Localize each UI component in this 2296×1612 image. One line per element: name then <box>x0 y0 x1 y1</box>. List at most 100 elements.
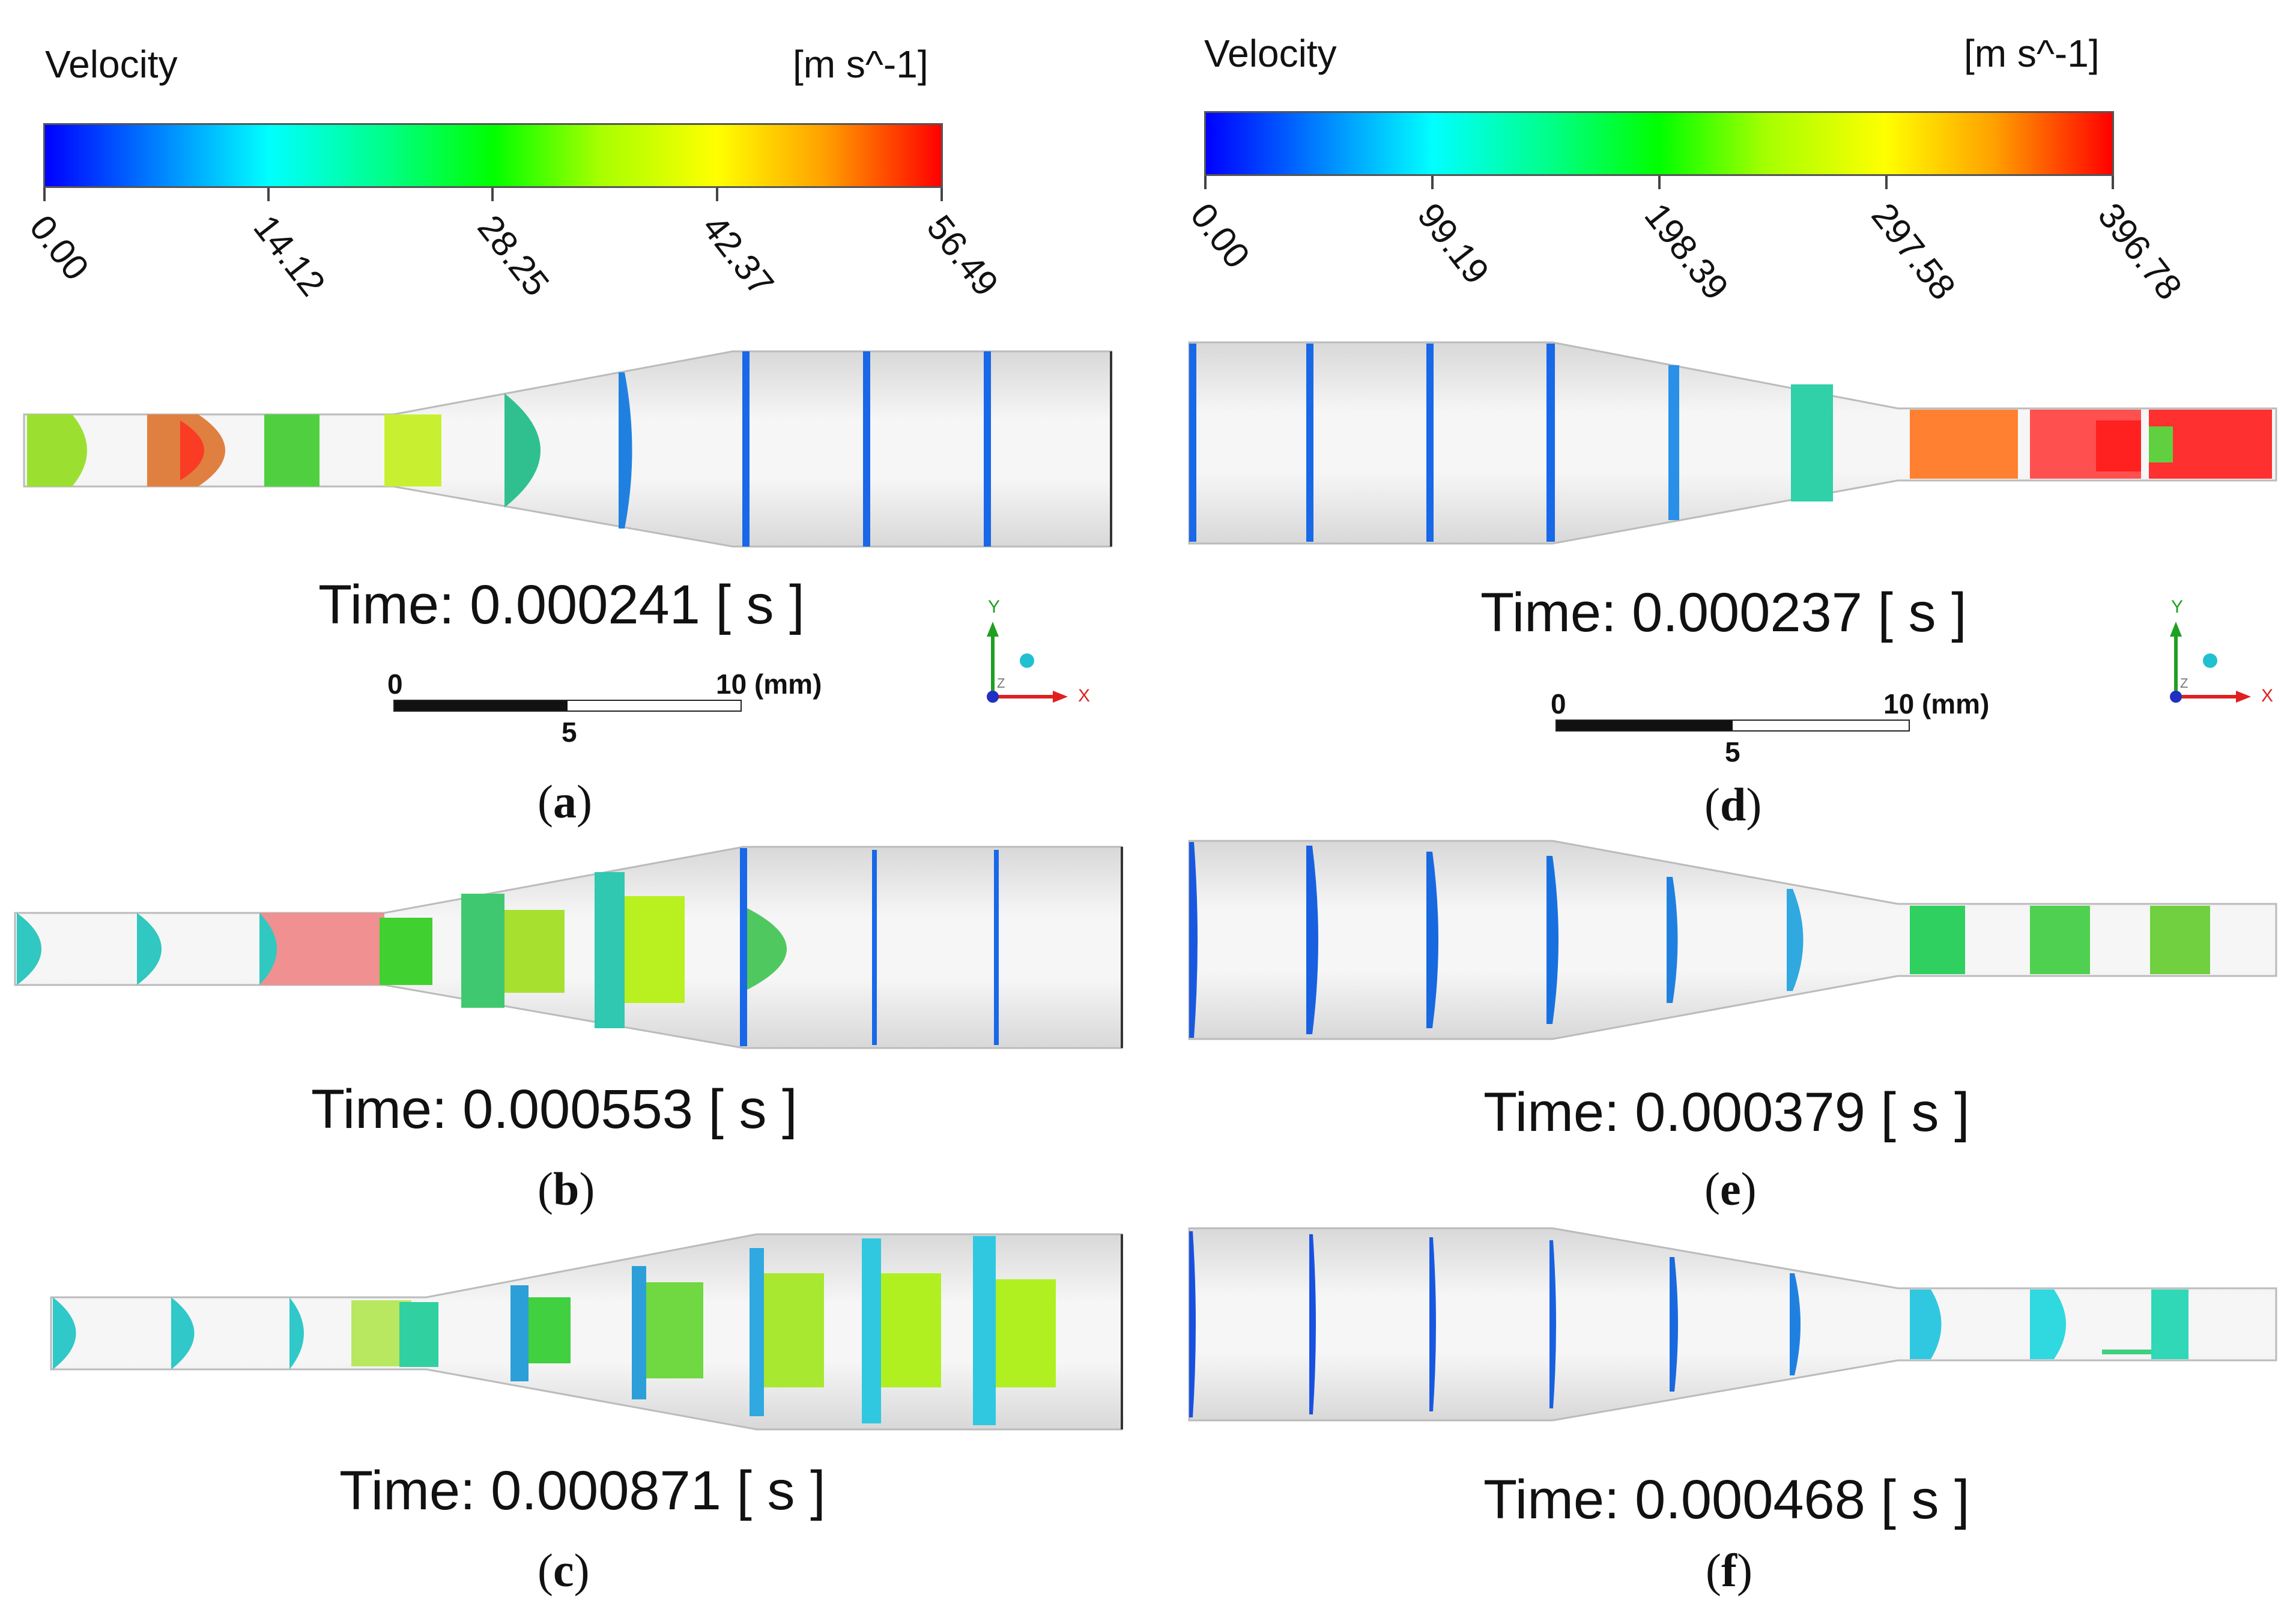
caption-close: ) <box>1740 1163 1757 1215</box>
scalebar-right <box>1555 720 1910 732</box>
scalebar-left-mid: 5 <box>562 717 577 748</box>
velocity-profile <box>862 1238 881 1423</box>
scalebar-right-zero: 0 <box>1551 688 1566 720</box>
velocity-profile <box>863 351 870 547</box>
velocity-profile <box>27 414 87 486</box>
velocity-profile <box>1787 889 1804 991</box>
panel-a-time-label: Time: 0.000241 [ s ] <box>318 574 805 635</box>
caption-letter: a <box>553 775 577 828</box>
caption-letter: f <box>1721 1544 1737 1596</box>
panel-b-flow-diagram <box>14 846 1123 1049</box>
caption-open: ( <box>538 1544 553 1596</box>
velocity-profile <box>1791 384 1833 501</box>
legend-right-title: Velocity <box>1204 32 1337 75</box>
legend-right-tick-label: 198.39 <box>1637 195 1737 308</box>
pipe-geometry <box>1188 341 2277 545</box>
velocity-profile <box>1668 365 1679 520</box>
velocity-profile <box>595 872 625 1028</box>
velocity-profile <box>2030 906 2090 974</box>
axis-y-label: Y <box>2171 597 2183 617</box>
velocity-profile <box>399 1302 438 1367</box>
velocity-profile <box>1429 1237 1436 1411</box>
legend-left-unit: [m s^-1] <box>793 43 928 86</box>
axis-x-label: X <box>2261 686 2273 706</box>
scalebar-right-end: 10 (mm) <box>1883 688 1990 720</box>
legend-left-colorbar <box>43 123 943 188</box>
pipe-geometry <box>14 846 1123 1049</box>
caption-letter: b <box>553 1163 580 1215</box>
velocity-profile <box>529 1297 571 1363</box>
caption-close: ) <box>1746 778 1762 831</box>
scalebar-right-mid: 5 <box>1725 736 1740 768</box>
velocity-profile <box>1426 344 1434 542</box>
panel-c-time-label: Time: 0.000871 [ s ] <box>339 1460 826 1521</box>
velocity-profile <box>510 1285 529 1381</box>
legend-right-tick-label: 396.78 <box>2090 195 2190 308</box>
axis-z-label: Z <box>2180 676 2188 691</box>
panel-e-flow-diagram <box>1188 840 2277 1040</box>
velocity-profile <box>750 1248 764 1416</box>
velocity-profile <box>1910 1289 1942 1359</box>
velocity-profile <box>2150 906 2210 974</box>
caption-letter: c <box>553 1544 574 1596</box>
legend-right-tickmark <box>1885 176 1888 189</box>
velocity-profile <box>2096 420 2141 471</box>
legend-left-tick-label: 42.37 <box>694 207 782 304</box>
velocity-profile <box>1546 344 1555 542</box>
legend-left-tickmark <box>941 188 943 201</box>
caption-close: ) <box>579 1163 595 1215</box>
velocity-profile <box>504 393 541 508</box>
velocity-profile <box>384 414 441 486</box>
velocity-profile <box>1670 1257 1678 1392</box>
velocity-profile <box>2030 1289 2066 1359</box>
velocity-profile <box>1306 846 1318 1034</box>
velocity-profile <box>881 1273 941 1387</box>
legend-right-tickmark <box>1658 176 1661 189</box>
velocity-profile <box>1910 410 2018 479</box>
axis-x-label: X <box>1078 686 1090 706</box>
panel-e-time-label: Time: 0.000379 [ s ] <box>1483 1082 1970 1143</box>
velocity-profile <box>1549 1240 1556 1408</box>
legend-left-tickmark <box>716 188 718 201</box>
velocity-profile <box>461 894 504 1008</box>
velocity-profile <box>646 1282 703 1378</box>
panel-c-flow-diagram <box>50 1233 1123 1431</box>
velocity-profile <box>289 1297 304 1369</box>
velocity-profile <box>2102 1350 2151 1354</box>
velocity-profile <box>380 918 432 985</box>
caption-open: ( <box>1704 1163 1720 1215</box>
caption-open: ( <box>1704 778 1720 831</box>
panel-d-time-label: Time: 0.000237 [ s ] <box>1480 582 1967 643</box>
velocity-profile <box>764 1273 824 1387</box>
caption-close: ) <box>574 1544 590 1596</box>
legend-left-tickmark <box>491 188 494 201</box>
velocity-profile <box>973 1236 996 1425</box>
legend-left-tickmark <box>43 188 46 201</box>
legend-right-tick-label: 99.19 <box>1410 195 1497 292</box>
velocity-profile <box>1189 344 1196 542</box>
velocity-profile <box>171 1297 195 1369</box>
caption-letter: d <box>1719 778 1746 831</box>
pipe-geometry <box>1188 1227 2277 1422</box>
caption-close: ) <box>576 775 592 828</box>
legend-left-tick-label: 14.12 <box>246 207 333 304</box>
scalebar-left-end: 10 (mm) <box>716 668 822 700</box>
velocity-profile <box>632 1266 646 1399</box>
velocity-profile <box>1189 842 1198 1038</box>
velocity-profile <box>625 896 685 1003</box>
legend-right-tickmark <box>1431 176 1434 189</box>
legend-left-tick-label: 28.25 <box>470 207 557 304</box>
velocity-profile <box>984 351 991 547</box>
pipe-geometry <box>50 1233 1123 1431</box>
panel-b-caption: (b) <box>538 1162 595 1216</box>
legend-right-colorbar <box>1204 111 2114 176</box>
velocity-profile <box>1189 1231 1196 1417</box>
panel-f-flow-diagram <box>1188 1227 2277 1422</box>
velocity-profile <box>259 913 277 985</box>
velocity-profile <box>1667 877 1678 1003</box>
legend-left-tick-label: 0.00 <box>22 207 97 288</box>
caption-open: ( <box>1706 1544 1721 1596</box>
velocity-profile <box>259 913 384 985</box>
velocity-profile <box>1790 1273 1801 1375</box>
caption-close: ) <box>1736 1544 1752 1596</box>
